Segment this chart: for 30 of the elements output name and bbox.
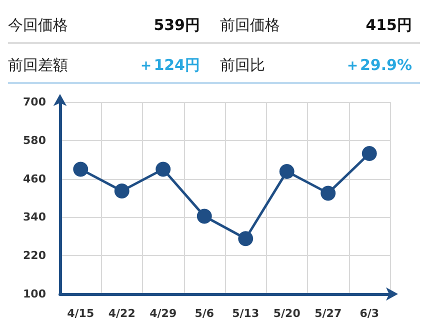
y-tick-label: 460	[23, 172, 46, 186]
y-tick-label: 100	[23, 288, 46, 300]
point	[279, 164, 294, 179]
point	[156, 162, 171, 177]
y-tick-label: 340	[23, 210, 46, 224]
x-tick-label: 5/13	[232, 307, 260, 320]
point	[362, 146, 377, 162]
point	[196, 208, 212, 224]
point	[238, 231, 254, 246]
point	[73, 162, 88, 177]
y-tick-label: 580	[23, 134, 46, 147]
text: ＋124円	[138, 56, 201, 74]
x-tick-label: 4/15	[67, 307, 94, 320]
x-tick-label: 5/6	[194, 307, 214, 320]
x-tick-label: 4/29	[150, 307, 177, 320]
point	[320, 186, 336, 201]
y-tick-label: 700	[23, 96, 46, 108]
x-tick-label: 5/20	[273, 307, 301, 320]
x-tick-label: 6/3	[360, 307, 380, 320]
text: 539円	[152, 16, 201, 34]
point	[114, 183, 130, 198]
text: 前回差額	[8, 56, 69, 74]
text: ＋29.9%	[344, 56, 413, 74]
text: 前回比	[219, 56, 266, 74]
text: 前回価格	[219, 16, 281, 34]
text: 今回価格	[8, 16, 69, 34]
x-tick-label: 5/27	[314, 307, 342, 320]
y-tick-label: 220	[23, 249, 46, 262]
x-tick-label: 4/22	[108, 307, 136, 320]
text: 415円	[364, 16, 413, 34]
